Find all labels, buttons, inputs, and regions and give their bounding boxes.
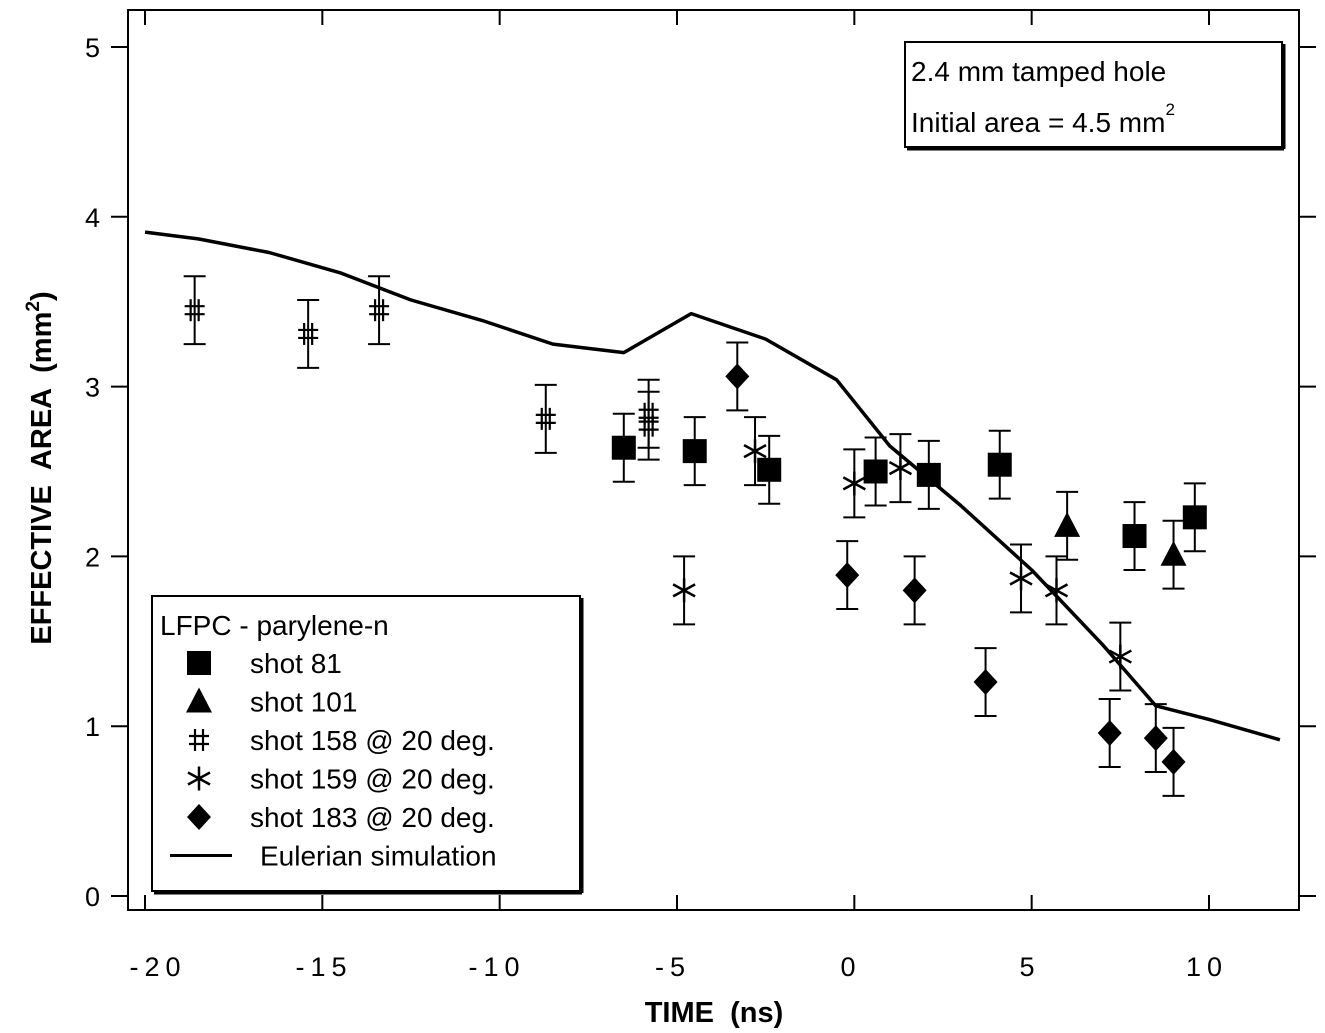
marker-hash: [369, 299, 390, 322]
legend-entry: shot 81: [187, 648, 342, 679]
x-tick-label: -10: [468, 952, 525, 982]
legend-label: shot 81: [250, 648, 342, 679]
marker-asterisk: [743, 439, 767, 464]
series-eulerian-simulation: [144, 230, 1281, 742]
marker-square: [916, 462, 941, 487]
marker-square: [187, 651, 211, 675]
marker-asterisk: [1009, 566, 1033, 591]
x-tick-label: -20: [129, 952, 186, 982]
error-bar: [534, 383, 557, 454]
annotation-line2-main: Initial area = 4.5 mm: [911, 107, 1165, 138]
series-shot-81: [611, 412, 1207, 571]
y-tick-label: 2: [85, 542, 100, 572]
legend-label: Eulerian simulation: [260, 841, 497, 872]
legend-title: LFPC - parylene-n: [160, 610, 389, 641]
axes: [127, 9, 1300, 911]
legend-entry: shot 159 @ 20 deg.: [187, 764, 495, 795]
annotation-line1: 2.4 mm tamped hole: [911, 56, 1166, 87]
marker-diamond: [902, 577, 927, 604]
marker-diamond: [973, 669, 998, 696]
marker-diamond: [1097, 719, 1122, 746]
y-tick-label: 1: [85, 712, 100, 742]
x-tick-label: -15: [295, 952, 352, 982]
annotation-line2: Initial area = 4.5 mm2: [911, 100, 1175, 138]
legend-label: shot 183 @ 20 deg.: [250, 802, 495, 833]
y-tick-label: 5: [85, 33, 100, 63]
marker-asterisk: [187, 766, 211, 791]
y-axis-label-sup: 2: [23, 301, 44, 312]
y-axis-label-close: ): [26, 291, 58, 301]
legend-label: shot 159 @ 20 deg.: [250, 764, 495, 795]
plot-frame: [127, 9, 1300, 911]
x-tick-label: 5: [1019, 952, 1040, 982]
y-tick-label: 0: [85, 882, 100, 912]
legend-entry: shot 183 @ 20 deg.: [187, 802, 495, 833]
marker-asterisk: [842, 471, 866, 496]
legend: LFPC - parylene-n shot 81 shot 101 shot 15…: [151, 595, 584, 895]
marker-square: [611, 435, 636, 460]
marker-square: [757, 457, 782, 482]
marker-square: [987, 452, 1012, 477]
legend-label: shot 101: [250, 687, 357, 718]
marker-hash: [638, 414, 659, 437]
marker-asterisk: [888, 456, 913, 481]
y-tick-label: 4: [85, 203, 100, 233]
y-axis-label: EFFECTIVE AREA (mm2): [23, 291, 58, 644]
error-bar: [183, 275, 206, 346]
marker-asterisk: [672, 578, 696, 603]
x-tick-label: 0: [840, 952, 861, 982]
series-shot-158-20-deg: [183, 275, 660, 461]
x-axis-label: TIME (ns): [645, 997, 784, 1029]
marker-hash: [535, 407, 556, 430]
ticks: [111, 10, 1316, 910]
marker-square: [682, 439, 707, 464]
marker-diamond: [1143, 725, 1168, 752]
marker-square: [863, 459, 888, 484]
legend-entries: shot 81 shot 101 shot 158 @ 20 deg. shot 15…: [170, 648, 497, 872]
y-tick-label: 3: [85, 373, 100, 403]
marker-diamond: [1161, 748, 1186, 775]
x-tick-label: -5: [655, 952, 691, 982]
marker-diamond: [835, 562, 860, 589]
legend-entry: shot 158 @ 20 deg.: [189, 725, 495, 756]
annotation-line2-sup: 2: [1165, 100, 1174, 119]
marker-square: [1182, 505, 1207, 530]
marker-triangle: [1054, 511, 1081, 537]
marker-hash: [189, 729, 209, 751]
series-shot-101: [1054, 490, 1187, 590]
annotation-box: 2.4 mm tamped hole Initial area = 4.5 mm…: [904, 41, 1286, 151]
marker-triangle: [186, 687, 212, 713]
marker-diamond: [725, 363, 750, 390]
marker-triangle: [1160, 540, 1187, 566]
legend-entry: shot 101: [186, 687, 357, 718]
error-bar: [637, 390, 660, 461]
error-bar: [297, 299, 320, 369]
series-shot-183-20-deg: [725, 341, 1186, 797]
y-axis-label-main: EFFECTIVE AREA (mm: [26, 312, 58, 645]
marker-diamond: [187, 804, 211, 830]
legend-entry: Eulerian simulation: [170, 841, 497, 872]
x-tick-label: 10: [1186, 952, 1228, 982]
legend-label: shot 158 @ 20 deg.: [250, 725, 495, 756]
marker-hash: [298, 322, 319, 345]
marker-square: [1122, 524, 1147, 549]
simulation-line: [144, 230, 1281, 742]
marker-hash: [184, 299, 205, 322]
tick-labels: -20 -15 -10 -5 0 5 10 0 1 2 3 4 5: [85, 33, 1228, 982]
series: [144, 230, 1281, 797]
